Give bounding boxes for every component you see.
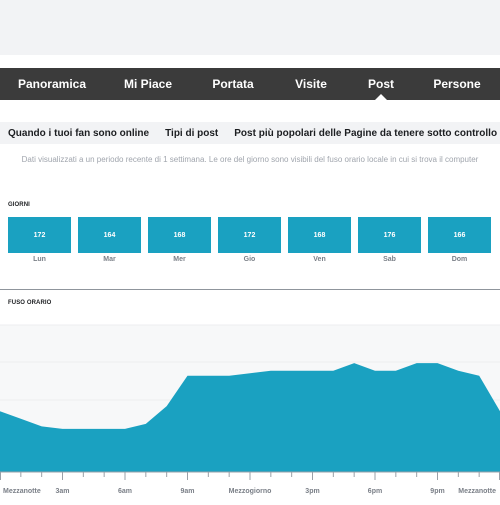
chart-tick-label: 9am	[180, 488, 194, 495]
timezone-chart: Mezzanotte 3am 6am 9am Mezzogiorno 3pm 6pm 9pm M…	[0, 320, 500, 500]
day-label-sun: Dom	[451, 256, 468, 263]
day-box-sat[interactable]: 176	[358, 217, 421, 253]
day-box-sun[interactable]: 166	[428, 217, 491, 253]
tab-post[interactable]: Post	[348, 68, 414, 100]
tab-panoramica[interactable]: Panoramica	[17, 77, 87, 91]
section-divider	[0, 289, 500, 290]
chart-tick-label: Mezzogiorno	[229, 488, 272, 495]
chart-tick-label: 6pm	[368, 488, 382, 495]
timezone-section-title: FUSO ORARIO	[8, 300, 52, 306]
tab-persone[interactable]: Persone	[433, 77, 481, 91]
subtab-top-posts[interactable]: Post più popolari delle Pagine da tenere…	[234, 127, 498, 139]
tab-portata[interactable]: Portata	[212, 77, 254, 91]
chart-tick-label: Mezzanotte	[3, 488, 41, 495]
day-label-tue: Mar	[103, 256, 116, 263]
chart-tick-label: 9pm	[430, 488, 444, 495]
chart-tick-label: 3pm	[305, 488, 319, 495]
timezone-chart-svg: Mezzanotte 3am 6am 9am Mezzogiorno 3pm 6pm 9pm M…	[0, 324, 500, 495]
day-label-wed: Mer	[173, 256, 186, 263]
days-section-title: GIORNI	[8, 202, 30, 208]
chart-tick-label: Mezzanotte	[458, 488, 496, 495]
day-label-fri: Ven	[313, 256, 326, 263]
top-blank-area	[0, 0, 500, 55]
chart-tick-label: 3am	[55, 488, 69, 495]
info-note: Dati visualizzati a un periodo recente d…	[21, 155, 479, 164]
chart-ticks	[0, 471, 500, 480]
day-box-thu[interactable]: 172	[218, 217, 281, 253]
activity-area[interactable]	[0, 363, 500, 472]
day-box-fri[interactable]: 168	[288, 217, 351, 253]
chart-tick-label: 6am	[118, 488, 132, 495]
insights-navbar: Panoramica Mi Piace Portata Visite Post …	[0, 68, 500, 100]
day-label-mon: Lun	[33, 256, 46, 263]
subtab-post-types[interactable]: Tipi di post	[165, 127, 219, 139]
day-label-sat: Sab	[383, 256, 396, 263]
post-subnav: Quando i tuoi fan sono online Tipi di po…	[0, 122, 500, 144]
tab-visite[interactable]: Visite	[295, 77, 327, 91]
tab-mi-piace[interactable]: Mi Piace	[123, 77, 173, 91]
day-box-wed[interactable]: 168	[148, 217, 211, 253]
day-box-tue[interactable]: 164	[78, 217, 141, 253]
subtab-fans-online[interactable]: Quando i tuoi fan sono online	[8, 127, 150, 139]
day-label-thu: Gio	[243, 256, 256, 263]
chart-tick-labels: Mezzanotte 3am 6am 9am Mezzogiorno 3pm 6pm 9pm M…	[3, 488, 496, 495]
day-box-mon[interactable]: 172	[8, 217, 71, 253]
